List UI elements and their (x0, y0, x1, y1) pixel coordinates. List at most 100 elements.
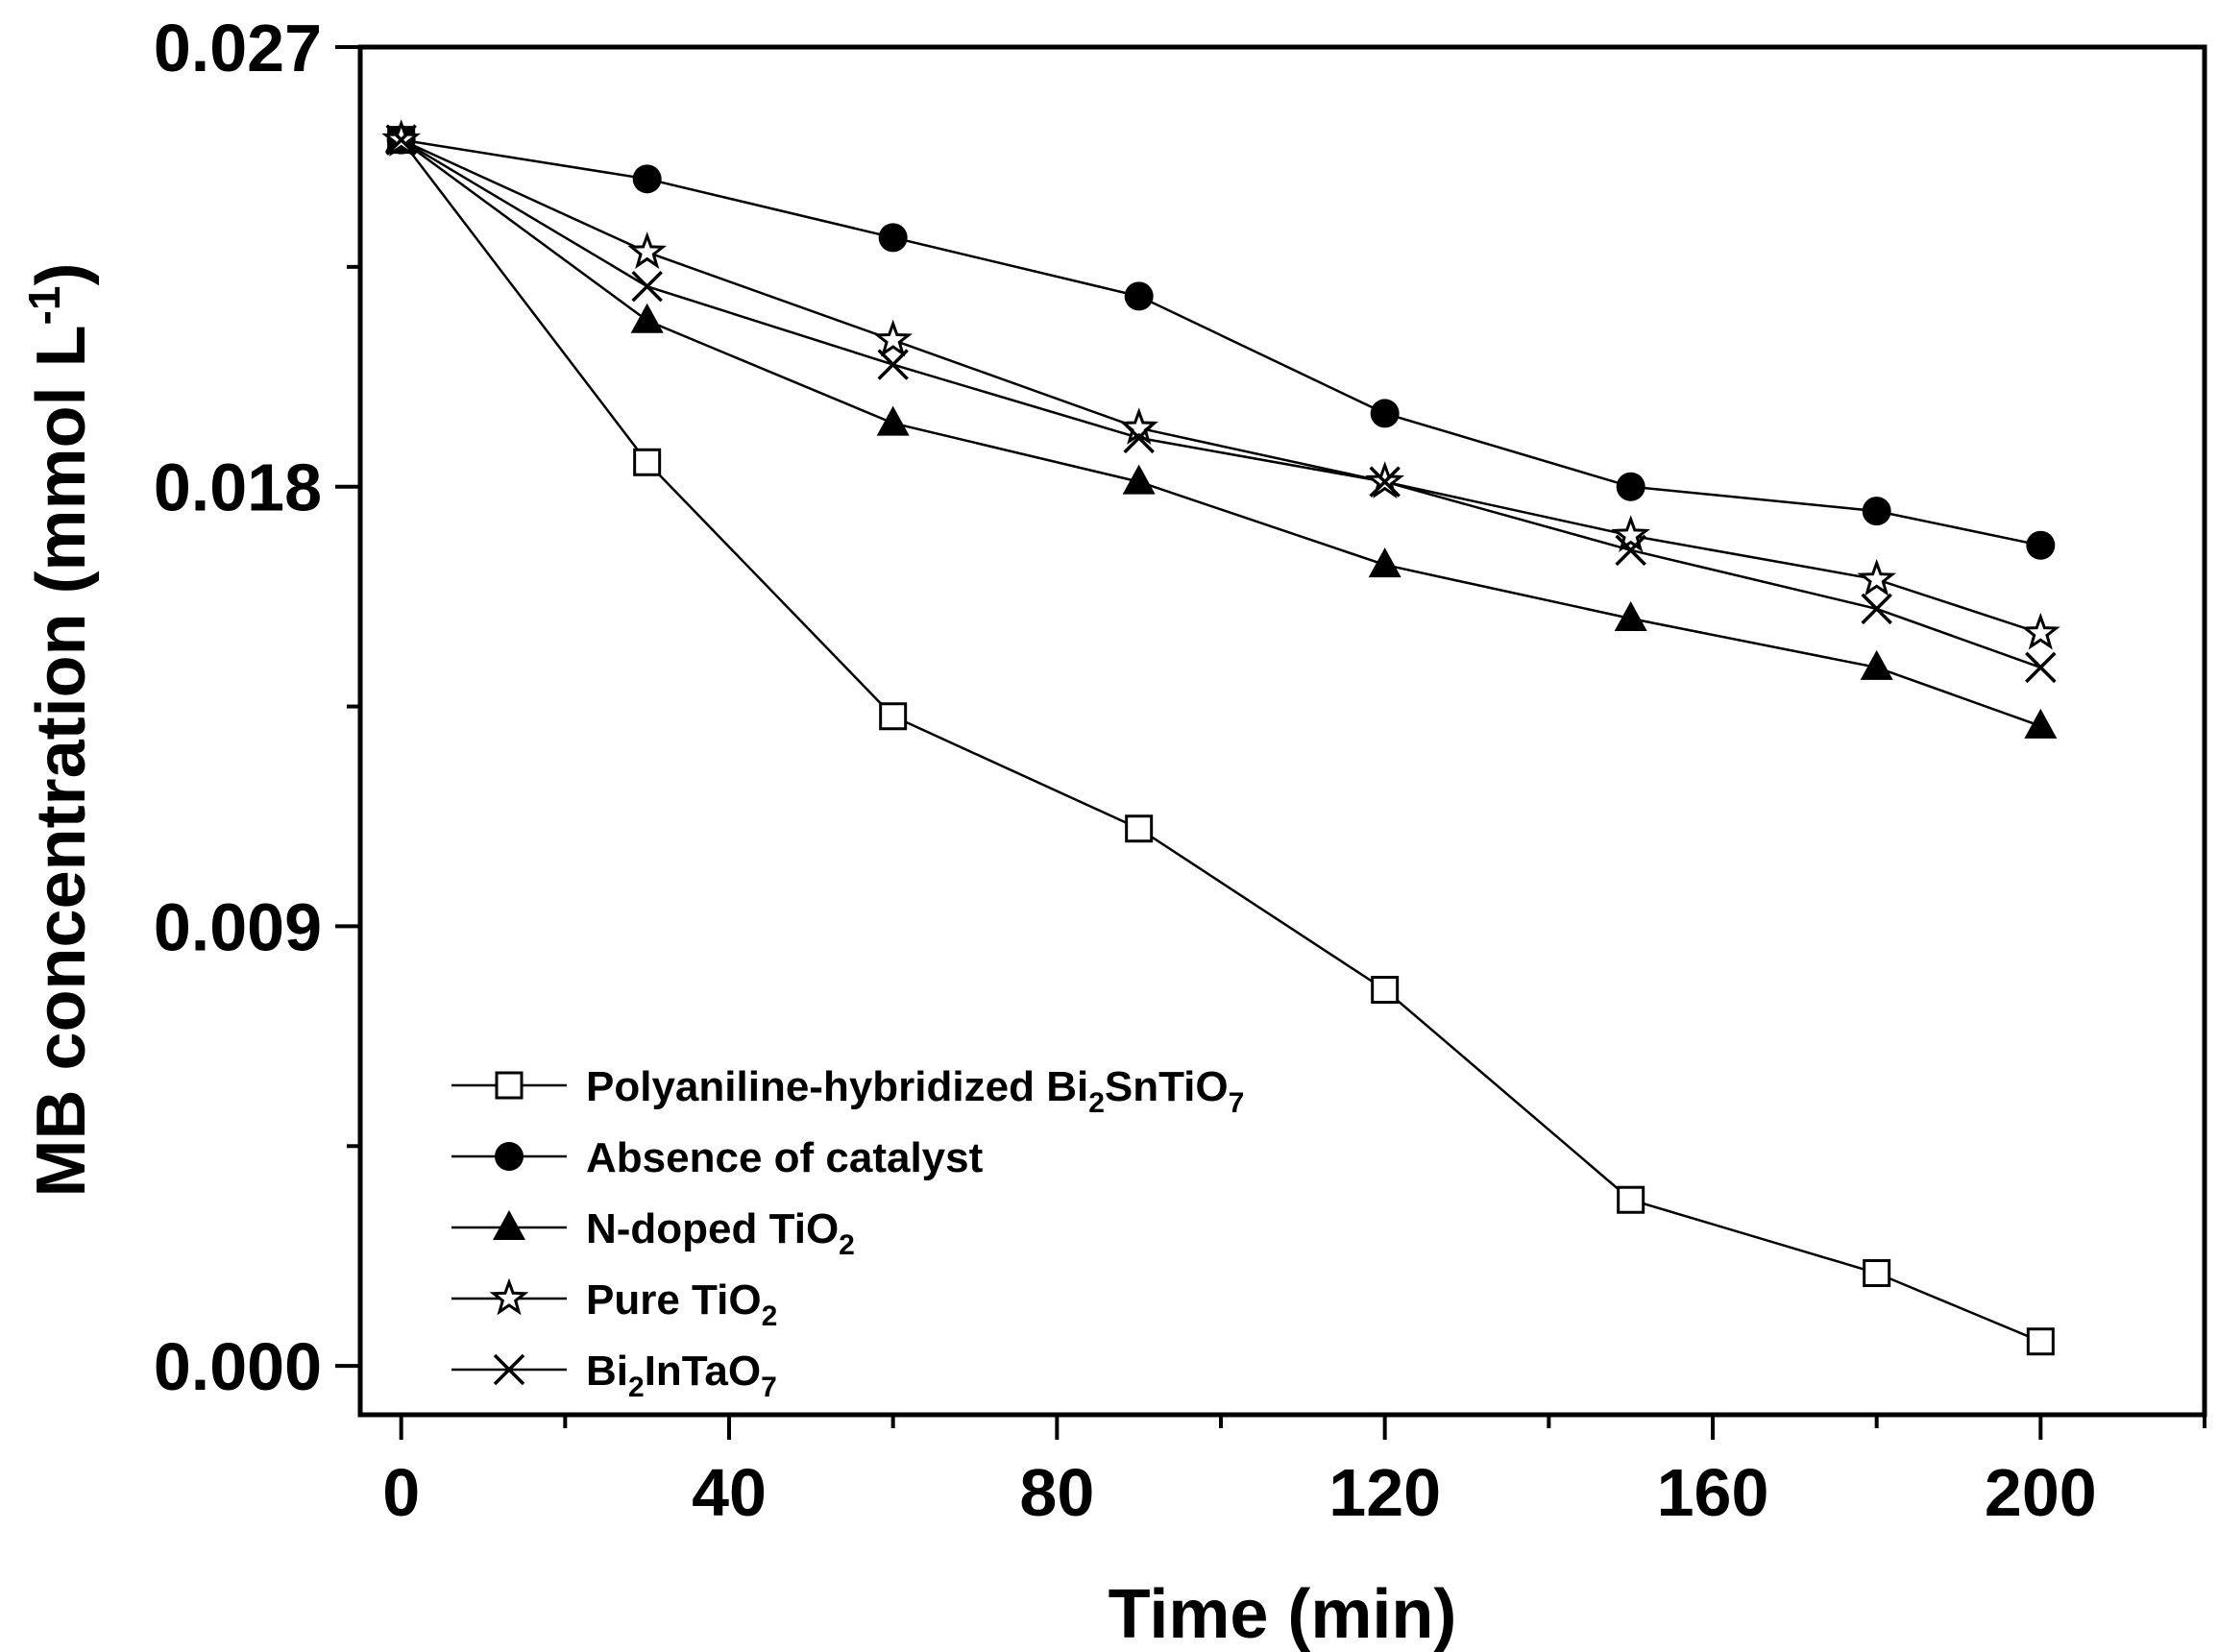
legend-label: Absence of catalyst (586, 1134, 984, 1181)
triangle-marker-shape (1860, 649, 1893, 680)
y-axis-title-superscript: -1 (19, 286, 69, 326)
x-tick-label: 120 (1328, 1455, 1441, 1530)
data-point-series-5 (385, 124, 417, 156)
series-line-1 (400, 138, 2041, 1343)
triangle-marker-shape (2024, 708, 2058, 739)
data-point-series-4 (627, 231, 667, 269)
data-point-series-2 (1616, 472, 1645, 501)
data-point-series-3 (1122, 464, 1156, 495)
x-tick-label: 160 (1657, 1455, 1769, 1530)
legend-marker (495, 1142, 524, 1171)
star-marker-shape (627, 231, 667, 269)
data-point-series-5 (877, 349, 909, 380)
cross-marker-shape (1861, 593, 1892, 625)
cross-marker-shape (1123, 422, 1155, 454)
square-marker-shape (633, 448, 662, 476)
star-marker-shape (873, 319, 913, 357)
series-line-5 (401, 138, 2041, 669)
legend-subscript: 7 (761, 1372, 777, 1403)
legend-entry: Pure TiO2 (451, 1276, 777, 1332)
legend-entry: Bi2InTaO7 (451, 1348, 777, 1403)
triangle-marker-shape (630, 303, 664, 333)
legend: Polyaniline-hybridized Bi2SnTiO7Absence … (451, 1063, 1244, 1403)
data-point-series-1 (879, 702, 908, 731)
tick-labels: 0 40 80 120 160 200 0.000 0.009 0.018 0.027 (154, 11, 2097, 1530)
legend-label: Pure TiO2 (586, 1276, 777, 1332)
circle-marker-shape (2026, 530, 2056, 560)
data-point-series-3 (876, 405, 910, 436)
cross-marker-shape (2025, 651, 2057, 684)
legend-text-part: Pure TiO (586, 1276, 762, 1324)
circle-marker-shape (495, 1142, 524, 1171)
y-tick-label: 0.018 (154, 450, 322, 525)
y-axis-title-close: ) (23, 263, 100, 286)
star-marker-shape (1611, 515, 1650, 552)
data-point-series-2 (1370, 399, 1400, 428)
legend-subscript: 2 (1088, 1087, 1105, 1119)
square-marker-shape (1125, 814, 1154, 843)
square-marker-shape (495, 1071, 524, 1100)
cross-marker-shape (1615, 534, 1646, 567)
cross-marker-shape (385, 124, 417, 156)
legend-label: Polyaniline-hybridized Bi2SnTiO7 (586, 1063, 1244, 1119)
y-tick-label: 0.009 (154, 889, 322, 964)
triangle-marker-shape (1614, 601, 1647, 632)
star-marker-shape (2021, 612, 2060, 650)
x-tick-label: 200 (1985, 1455, 2097, 1530)
data-point-series-1 (1371, 976, 1400, 1005)
x-axis-title: Time (min) (1109, 1576, 1457, 1652)
data-point-series-5 (1369, 466, 1401, 498)
data-point-series-3 (1614, 601, 1647, 632)
legend-text-part: N-doped TiO (586, 1205, 839, 1252)
legend-text-part: Bi (586, 1348, 628, 1395)
triangle-marker-shape (876, 405, 910, 436)
data-point-series-2 (1124, 281, 1154, 311)
star-marker-shape (1119, 407, 1158, 445)
series-line-4 (401, 138, 2041, 635)
plot-frame (357, 44, 2207, 1418)
triangle-marker-shape (1368, 547, 1401, 578)
data-point-series-4 (873, 319, 913, 357)
cross-marker-shape (631, 270, 663, 303)
x-tick-label: 40 (692, 1455, 767, 1530)
triangle-marker-shape (493, 1210, 525, 1240)
circle-marker-shape (1616, 472, 1645, 501)
star-marker-shape (1857, 558, 1896, 596)
x-tick-label: 80 (1019, 1455, 1094, 1530)
legend-label: N-doped TiO2 (586, 1205, 855, 1261)
legend-subscript: 2 (839, 1229, 855, 1261)
data-point-series-3 (2024, 708, 2058, 739)
data-point-series-4 (1857, 558, 1896, 596)
circle-marker-shape (632, 164, 662, 194)
legend-text-part: Polyaniline-hybridized Bi (586, 1063, 1088, 1110)
legend-entry: N-doped TiO2 (451, 1205, 855, 1261)
data-point-series-5 (1861, 593, 1892, 625)
legend-subscript: 2 (628, 1372, 645, 1403)
data-point-series-3 (1368, 547, 1401, 578)
legend-entry: Polyaniline-hybridized Bi2SnTiO7 (451, 1063, 1244, 1119)
series-markers (381, 119, 2060, 1356)
data-point-series-2 (1862, 497, 1891, 526)
data-point-series-2 (632, 164, 662, 194)
legend-label: Bi2InTaO7 (586, 1348, 777, 1403)
series-line-2 (401, 138, 2041, 547)
legend-marker (493, 1353, 525, 1386)
x-tick-label: 0 (382, 1455, 420, 1530)
data-point-series-2 (2026, 530, 2056, 560)
data-point-series-5 (1615, 534, 1646, 567)
data-point-series-1 (2026, 1327, 2055, 1356)
y-tick-label: 0.000 (154, 1329, 322, 1404)
y-axis-title-main: MB concentration (mmol L (23, 325, 100, 1197)
square-marker-shape (2026, 1327, 2055, 1356)
legend-text-part: SnTiO (1105, 1063, 1229, 1110)
data-point-series-2 (878, 223, 908, 253)
star-marker-shape (489, 1277, 529, 1316)
data-point-series-4 (1119, 407, 1158, 445)
data-point-series-1 (1125, 814, 1154, 843)
data-point-series-5 (1123, 422, 1155, 454)
data-point-series-1 (1617, 1185, 1645, 1214)
legend-entry: Absence of catalyst (451, 1134, 984, 1181)
cross-marker-shape (493, 1353, 525, 1386)
circle-marker-shape (878, 223, 908, 253)
